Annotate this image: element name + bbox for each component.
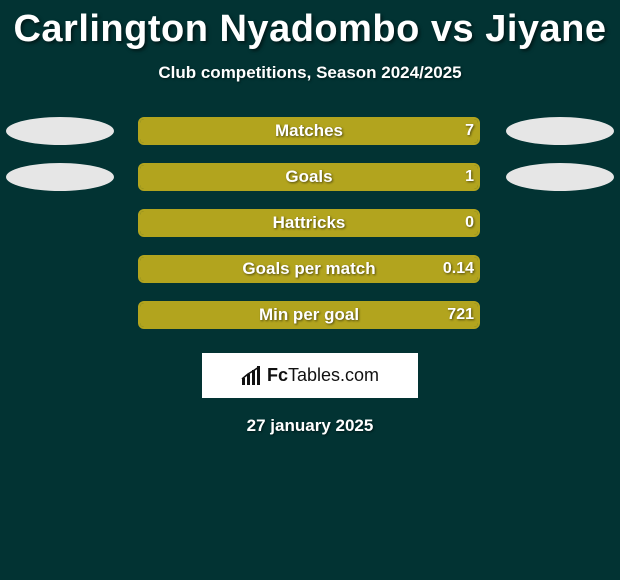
stat-row: Goals per match0.14	[0, 255, 620, 301]
page-title: Carlington Nyadombo vs Jiyane	[0, 0, 620, 51]
chart-icon	[241, 366, 263, 386]
player-right-marker	[506, 117, 614, 145]
brand-strong: Fc	[267, 365, 288, 385]
player-right-marker	[506, 163, 614, 191]
stat-row: Matches7	[0, 117, 620, 163]
subtitle: Club competitions, Season 2024/2025	[0, 63, 620, 83]
brand-rest: Tables.com	[288, 365, 379, 385]
stats-chart: Matches7Goals1Hattricks0Goals per match0…	[0, 117, 620, 347]
bar-fill	[140, 257, 478, 281]
stat-row: Goals1	[0, 163, 620, 209]
bar-fill	[140, 165, 478, 189]
date-line: 27 january 2025	[0, 416, 620, 436]
stat-row: Min per goal721	[0, 301, 620, 347]
stat-row: Hattricks0	[0, 209, 620, 255]
player-left-marker	[6, 163, 114, 191]
brand-text: FcTables.com	[267, 365, 379, 386]
bar-fill	[140, 119, 478, 143]
bar-fill	[140, 211, 478, 235]
brand-badge: FcTables.com	[202, 353, 418, 398]
bar-fill	[140, 303, 478, 327]
player-left-marker	[6, 117, 114, 145]
